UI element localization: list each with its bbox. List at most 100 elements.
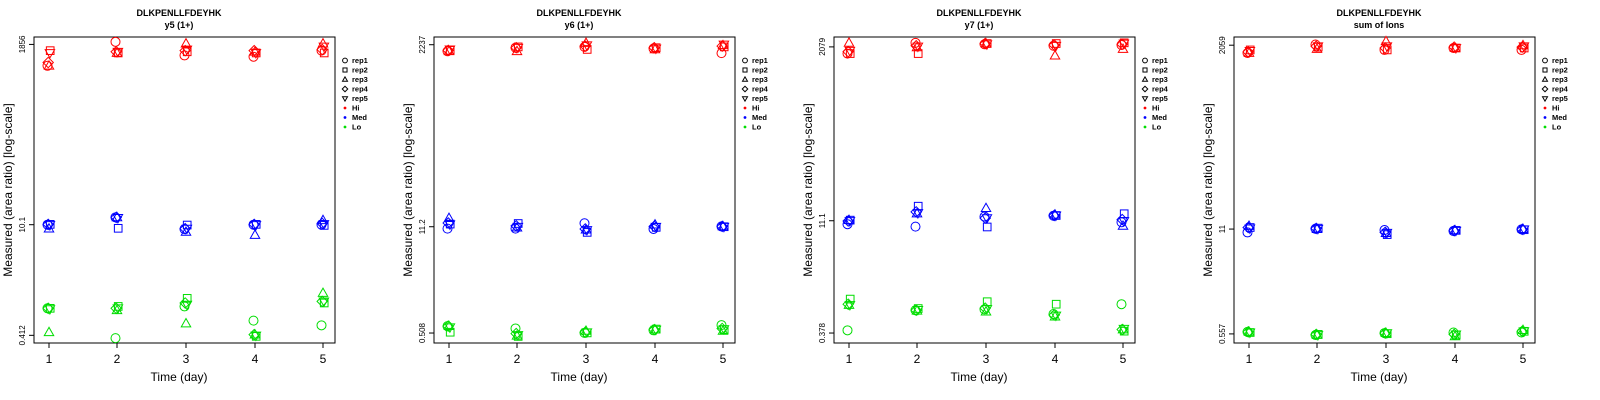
plot-frame: [833, 36, 1136, 344]
x-tick-label: 3: [583, 352, 590, 366]
data-point: [1051, 299, 1061, 309]
data-point: [1379, 226, 1392, 239]
data-point: [979, 37, 992, 50]
data-point: [579, 223, 592, 235]
data-point: [248, 218, 261, 231]
legend-label: rep4: [1152, 85, 1169, 94]
legend-symbol: [1141, 75, 1149, 82]
chart-svg-y6: DLKPENLLFDEYHK y6 (1+) Time (day) Measur…: [401, 8, 769, 384]
data-point: [912, 42, 924, 53]
legend-label: rep5: [1152, 94, 1168, 103]
data-point: [318, 42, 330, 53]
x-tick-label: 5: [320, 352, 327, 366]
legend-label: Lo: [352, 123, 362, 132]
y-tick-label: 11.2: [418, 219, 427, 235]
data-point: [1050, 311, 1062, 322]
data-point: [1242, 46, 1255, 58]
data-point: [181, 45, 193, 56]
data-point: [1244, 47, 1256, 57]
data-point: [250, 331, 262, 342]
legend-label: Hi: [752, 104, 760, 113]
data-point: [842, 45, 855, 58]
data-point: [1450, 330, 1462, 341]
chart-subtitle: y7 (1+): [965, 20, 994, 30]
data-point: [112, 304, 124, 315]
y-axis-label: Measured (area ratio) [log-scale]: [801, 103, 815, 276]
legend-symbol: [1141, 85, 1149, 93]
legend-label: rep1: [1552, 56, 1568, 65]
data-point: [844, 217, 856, 228]
chart-svg-y5: DLKPENLLFDEYHK y5 (1+) Time (day) Measur…: [1, 8, 369, 384]
data-point: [179, 301, 190, 312]
legend-label: Lo: [1152, 123, 1162, 132]
data-point: [510, 219, 523, 232]
legend-symbol: [1543, 125, 1547, 129]
data-point: [1048, 309, 1061, 321]
data-point: [42, 56, 55, 69]
y-tick-label: 2059: [1218, 36, 1227, 54]
chart-title: DLKPENLLFDEYHK: [137, 8, 222, 18]
data-point: [1048, 39, 1061, 51]
y-tick-label: 11: [1218, 224, 1227, 233]
data-point: [1312, 42, 1324, 53]
data-point: [842, 298, 855, 311]
data-point: [1050, 41, 1062, 52]
x-tick-label: 4: [252, 352, 259, 366]
legend-symbol: [1541, 75, 1549, 82]
chart-title: DLKPENLLFDEYHK: [937, 8, 1022, 18]
data-point: [1049, 49, 1061, 60]
data-point: [113, 223, 123, 233]
legend-label: rep3: [352, 75, 368, 84]
legend-symbol: [1543, 106, 1547, 110]
data-point: [249, 229, 261, 239]
x-tick-label: 3: [1383, 352, 1390, 366]
data-point: [1518, 327, 1530, 338]
data-point: [912, 305, 924, 316]
data-point: [1516, 325, 1529, 338]
legend-label: rep4: [1552, 85, 1569, 94]
data-point: [44, 305, 56, 316]
data-point: [1116, 38, 1129, 51]
x-tick-label: 2: [1314, 352, 1321, 366]
data-point: [1379, 225, 1390, 236]
data-point: [1242, 326, 1255, 338]
data-point: [910, 304, 923, 317]
x-tick-label: 2: [914, 352, 921, 366]
data-point: [1312, 331, 1324, 341]
data-point: [444, 45, 456, 56]
data-point: [317, 287, 329, 297]
x-tick-label: 5: [720, 352, 727, 366]
data-point: [1379, 327, 1392, 339]
data-point: [316, 295, 329, 308]
data-point: [718, 222, 730, 233]
data-point: [718, 325, 730, 336]
data-point: [1312, 224, 1324, 235]
data-point: [579, 326, 592, 339]
data-point: [1244, 224, 1256, 235]
legend-symbol: [343, 125, 347, 129]
data-point: [42, 302, 55, 315]
data-point: [316, 217, 329, 230]
data-point: [180, 37, 192, 48]
data-point: [981, 214, 993, 225]
legend-label: rep5: [752, 94, 768, 103]
data-point: [1118, 324, 1130, 335]
data-point: [1310, 222, 1323, 235]
legend-label: rep5: [1552, 94, 1568, 103]
data-point: [842, 325, 853, 336]
legend-label: rep5: [352, 94, 368, 103]
data-point: [716, 220, 729, 233]
y-tick-label: 2237: [418, 35, 427, 53]
x-axis-label: Time (day): [951, 370, 1008, 384]
legend-label: rep2: [1552, 66, 1568, 75]
x-tick-label: 1: [46, 352, 53, 366]
y-axis-label: Measured (area ratio) [log-scale]: [401, 103, 415, 276]
y-tick-label: 2079: [818, 37, 827, 55]
data-point: [982, 222, 992, 232]
data-point: [843, 36, 855, 47]
legend-label: rep2: [352, 66, 368, 75]
data-point: [1518, 42, 1530, 53]
data-point: [845, 49, 855, 58]
data-point: [1381, 329, 1393, 340]
chart-marks: [1229, 35, 1549, 348]
